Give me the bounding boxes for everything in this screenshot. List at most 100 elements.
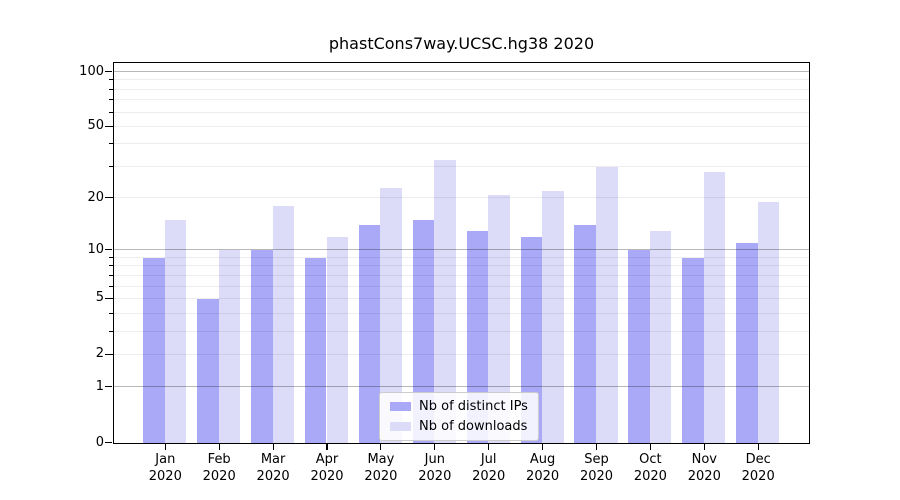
y-minor-tick-mark — [109, 197, 113, 199]
gridline-minor — [114, 143, 809, 145]
bar-nb-of-downloads-jun — [434, 159, 456, 443]
bar-nb-of-downloads-jul — [488, 194, 510, 443]
x-tick-mark — [434, 444, 436, 450]
gridline-minor — [114, 111, 809, 113]
y-minor-tick-mark — [109, 265, 113, 267]
gridline-minor — [114, 297, 809, 299]
bar-nb-of-downloads-sep — [596, 166, 618, 443]
x-tick-label: Apr 2020 — [310, 452, 344, 484]
bar-nb-of-downloads-oct — [649, 230, 672, 443]
x-tick-label: May 2020 — [364, 452, 398, 484]
bar-nb-of-downloads-nov — [703, 172, 726, 443]
gridline-minor — [114, 88, 809, 90]
legend-swatch — [390, 422, 411, 431]
gridline-minor — [114, 285, 809, 287]
y-tick-label: 100 — [79, 63, 104, 79]
y-tick-label: 2 — [95, 346, 104, 362]
x-tick-mark — [164, 444, 166, 450]
x-tick-label: Aug 2020 — [526, 452, 560, 484]
y-minor-tick-mark — [109, 330, 113, 332]
gridline-minor — [114, 197, 809, 199]
x-tick-mark — [595, 444, 598, 450]
x-tick-label: Oct 2020 — [633, 452, 667, 484]
gridline-major — [114, 71, 809, 73]
bar-nb-of-downloads-feb — [218, 250, 241, 443]
y-tick-label: 20 — [87, 189, 104, 205]
gridline-minor — [114, 265, 809, 267]
bar-nb-of-distinct-ips-sep — [574, 225, 596, 443]
y-tick-mark — [105, 297, 112, 300]
legend-row: Nb of distinct IPs — [390, 399, 528, 414]
bar-nb-of-downloads-apr — [326, 236, 349, 443]
y-minor-tick-mark — [109, 312, 113, 314]
x-tick-mark — [326, 444, 328, 450]
y-tick-label: 50 — [87, 118, 104, 134]
x-tick-mark — [542, 444, 544, 450]
y-tick-mark — [105, 441, 112, 444]
y-minor-tick-mark — [109, 165, 113, 167]
y-tick-mark — [105, 197, 112, 199]
bar-nb-of-downloads-aug — [542, 190, 564, 443]
y-minor-tick-mark — [109, 143, 113, 145]
y-minor-tick-mark — [109, 297, 113, 299]
bar-nb-of-distinct-ips-jun — [412, 220, 435, 443]
x-tick-mark — [218, 444, 220, 450]
x-tick-mark — [649, 444, 651, 450]
x-tick-mark — [488, 444, 490, 450]
gridline-minor — [114, 274, 809, 276]
y-minor-tick-mark — [109, 79, 113, 81]
gridline-major — [114, 386, 809, 388]
bar-nb-of-distinct-ips-feb — [197, 298, 219, 443]
legend-row: Nb of downloads — [390, 419, 528, 434]
x-tick-label: Nov 2020 — [687, 452, 721, 484]
legend: Nb of distinct IPs Nb of downloads — [379, 392, 539, 441]
x-tick-mark — [703, 444, 705, 450]
y-tick-mark — [105, 125, 112, 128]
x-tick-label: Feb 2020 — [202, 452, 236, 484]
y-minor-tick-mark — [109, 88, 113, 90]
gridline-minor — [114, 165, 809, 167]
x-tick-label: Jul 2020 — [472, 452, 506, 484]
gridline-minor — [114, 79, 809, 81]
bar-nb-of-distinct-ips-apr — [304, 257, 327, 443]
y-tick-label: 10 — [87, 241, 104, 257]
y-minor-tick-mark — [109, 99, 113, 101]
y-tick-mark — [105, 249, 112, 251]
gridline-minor — [114, 125, 809, 127]
y-tick-label: 0 — [95, 434, 104, 450]
y-minor-tick-mark — [109, 274, 113, 276]
bar-nb-of-distinct-ips-dec — [736, 243, 758, 443]
bar-nb-of-downloads-mar — [272, 206, 295, 443]
gridline-minor — [114, 353, 809, 355]
y-minor-tick-mark — [109, 125, 113, 127]
legend-label: Nb of distinct IPs — [419, 399, 528, 414]
bar-nb-of-distinct-ips-oct — [628, 250, 650, 443]
legend-label: Nb of downloads — [419, 419, 528, 434]
bar-nb-of-downloads-may — [380, 187, 402, 443]
y-minor-tick-mark — [109, 285, 113, 287]
bar-nb-of-downloads-jan — [164, 220, 187, 443]
y-tick-mark — [105, 70, 112, 73]
x-tick-mark — [272, 444, 274, 450]
y-tick-mark — [105, 353, 112, 355]
gridline-minor — [114, 99, 809, 101]
bar-nb-of-distinct-ips-aug — [520, 236, 543, 443]
x-tick-label: Sep 2020 — [579, 452, 614, 484]
gridline-minor — [114, 312, 809, 314]
y-minor-tick-mark — [109, 256, 113, 258]
plot-area: Nb of distinct IPs Nb of downloads — [113, 62, 810, 444]
x-tick-label: Dec 2020 — [741, 452, 775, 484]
gridline-minor — [114, 330, 809, 332]
x-tick-mark — [380, 444, 382, 450]
y-tick-label: 1 — [95, 378, 104, 394]
bar-nb-of-distinct-ips-jul — [466, 230, 489, 443]
bar-nb-of-distinct-ips-mar — [251, 250, 273, 443]
bar-nb-of-distinct-ips-jan — [143, 257, 165, 443]
x-tick-label: Jan 2020 — [148, 452, 182, 484]
x-tick-label: Mar 2020 — [256, 452, 290, 484]
bar-nb-of-distinct-ips-nov — [682, 257, 704, 443]
bar-nb-of-downloads-dec — [757, 202, 780, 443]
gridline-minor — [114, 256, 809, 258]
chart-title: phastCons7way.UCSC.hg38 2020 — [328, 34, 595, 53]
